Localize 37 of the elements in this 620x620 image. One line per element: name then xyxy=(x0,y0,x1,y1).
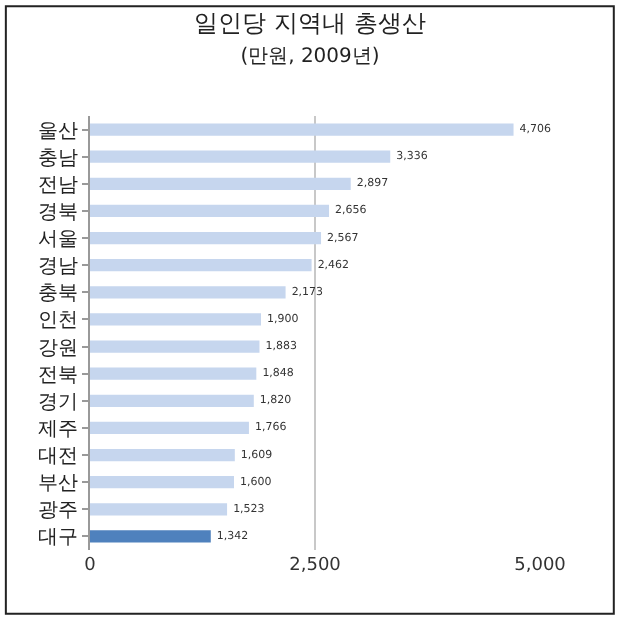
chart-subtitle: (만원, 2009년) xyxy=(240,46,380,69)
bar xyxy=(90,394,254,407)
chart-title: 일인당 지역내 총생산 xyxy=(194,9,426,37)
y-tick-label: 광주 xyxy=(38,500,78,523)
bar xyxy=(90,259,312,272)
bar xyxy=(90,340,260,353)
bar xyxy=(90,448,235,462)
y-tick-label: 경북 xyxy=(38,201,78,224)
y-tick-label: 충북 xyxy=(38,283,78,306)
bar xyxy=(90,313,261,326)
bar xyxy=(90,177,351,190)
bar xyxy=(90,367,257,380)
y-tick-label: 경남 xyxy=(38,256,78,279)
bar xyxy=(90,204,330,218)
x-tick-label: 5,000 xyxy=(514,556,567,576)
bar xyxy=(90,123,514,136)
x-tick-label: 2,500 xyxy=(289,556,342,576)
bar xyxy=(90,530,211,543)
y-tick-label: 경기 xyxy=(38,391,78,414)
y-tick-label: 전남 xyxy=(38,174,78,197)
bar xyxy=(90,476,234,489)
bar xyxy=(90,421,249,435)
bar xyxy=(90,231,322,245)
y-tick-label: 대전 xyxy=(38,446,78,469)
y-tick-label: 인천 xyxy=(38,310,78,333)
y-tick-label: 서울 xyxy=(38,229,78,252)
bar xyxy=(90,503,228,516)
x-tick-label: 0 xyxy=(84,556,97,576)
y-tick-label: 강원 xyxy=(38,337,78,360)
bar xyxy=(90,150,391,163)
y-tick-label: 충남 xyxy=(38,147,78,170)
y-tick-label: 부산 xyxy=(38,473,78,496)
y-tick-label: 울산 xyxy=(38,120,78,143)
bar xyxy=(90,286,286,299)
y-tick-label: 대구 xyxy=(38,527,78,550)
y-tick-label: 전북 xyxy=(38,364,78,387)
y-tick-label: 제주 xyxy=(38,418,78,441)
